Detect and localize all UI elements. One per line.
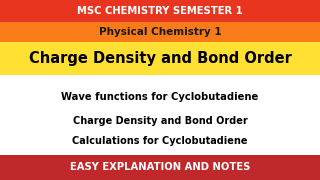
- Text: Calculations for Cyclobutadiene: Calculations for Cyclobutadiene: [72, 136, 248, 146]
- Text: Charge Density and Bond Order: Charge Density and Bond Order: [28, 51, 292, 66]
- Text: EASY EXPLANATION AND NOTES: EASY EXPLANATION AND NOTES: [70, 163, 250, 172]
- Bar: [0, 0, 320, 22]
- Bar: [0, 155, 320, 180]
- Bar: [0, 22, 320, 42]
- Text: Charge Density and Bond Order: Charge Density and Bond Order: [73, 116, 247, 126]
- Text: Physical Chemistry 1: Physical Chemistry 1: [99, 27, 221, 37]
- Text: MSC CHEMISTRY SEMESTER 1: MSC CHEMISTRY SEMESTER 1: [77, 6, 243, 16]
- Text: Wave functions for Cyclobutadiene: Wave functions for Cyclobutadiene: [61, 92, 259, 102]
- Bar: [0, 42, 320, 75]
- Bar: [0, 75, 320, 155]
